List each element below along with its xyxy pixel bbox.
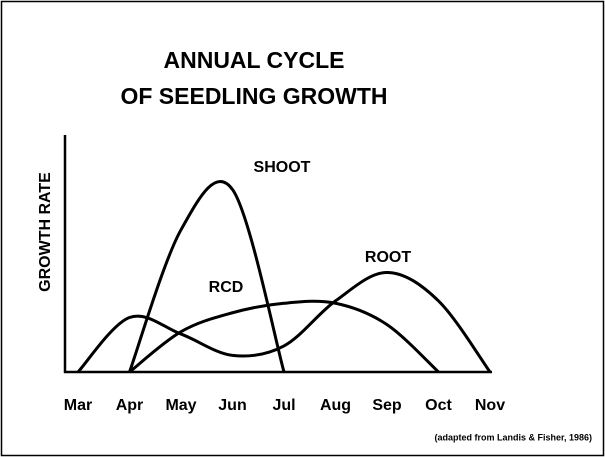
x-tick-label: Jul — [272, 397, 295, 414]
x-tick-label: Aug — [320, 397, 351, 414]
x-tick-label: Mar — [64, 397, 92, 414]
series-label: RCD — [209, 279, 244, 296]
x-tick-label: Sep — [372, 397, 402, 414]
x-tick-label: Apr — [116, 397, 144, 414]
x-tick-label: Oct — [425, 397, 452, 414]
source-note: (adapted from Landis & Fisher, 1986) — [434, 432, 592, 442]
series-label: SHOOT — [254, 159, 311, 176]
line-series — [76, 270, 492, 374]
chart-title: OF SEEDLING GROWTH — [120, 83, 387, 109]
x-tick-label: Jun — [218, 397, 246, 414]
line-series — [128, 180, 286, 373]
line-series — [128, 299, 440, 374]
x-tick-label: May — [165, 397, 196, 414]
series-label: ROOT — [365, 249, 411, 266]
chart-title: ANNUAL CYCLE — [163, 47, 344, 73]
x-tick-label: Nov — [475, 397, 505, 414]
y-axis-label: GROWTH RATE — [37, 172, 54, 292]
